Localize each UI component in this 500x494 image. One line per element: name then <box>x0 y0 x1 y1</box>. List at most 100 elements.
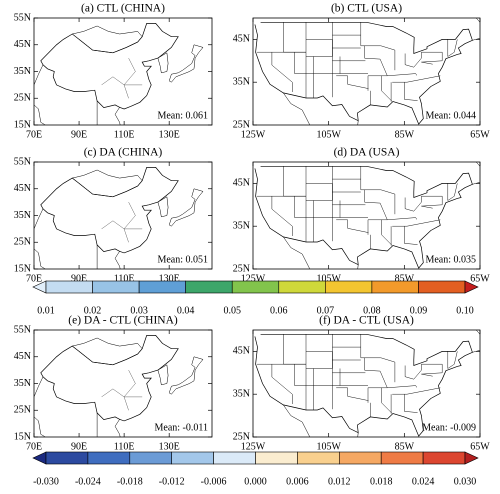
x-tick-label: 125W <box>241 129 266 140</box>
y-tick-label: 45N <box>233 34 250 45</box>
colorbar-label: -0.030 <box>33 476 59 487</box>
y-tick-label: 55N <box>14 156 31 167</box>
province-line <box>123 58 136 99</box>
state-line <box>283 334 307 365</box>
state-line <box>256 363 307 410</box>
colorbar-segment <box>371 280 419 294</box>
y-tick-label: 45N <box>14 183 31 194</box>
state-line <box>364 45 388 91</box>
colorbar-label: -0.024 <box>75 476 101 487</box>
state-line <box>294 52 314 98</box>
x-tick-label: 105W <box>316 129 341 140</box>
state-line <box>387 73 417 77</box>
state-line <box>336 387 369 401</box>
y-tick-label: 25N <box>14 405 31 416</box>
x-tick-label: 90E <box>71 129 87 140</box>
coastline <box>472 18 480 41</box>
colorbar-label: -0.006 <box>201 476 227 487</box>
colorbar-label: 0.018 <box>370 476 393 487</box>
colorbar-segment <box>278 280 326 294</box>
colorbar-label: 0.07 <box>317 305 335 316</box>
colorbar-segment <box>138 280 186 294</box>
y-tick-label: 15N <box>14 119 31 130</box>
state-line <box>360 334 381 359</box>
mean-label: Mean: -0.009 <box>422 422 476 433</box>
y-tick-label: 25N <box>14 93 31 104</box>
x-tick-label: 130E <box>159 273 180 284</box>
country-outline <box>254 333 473 437</box>
colorbar-label: 0.06 <box>270 305 288 316</box>
state-line <box>313 56 341 74</box>
panel-title: (f) DA - CTL (USA) <box>319 315 414 327</box>
state-line <box>404 82 418 101</box>
mean-label: Mean: 0.061 <box>157 110 208 121</box>
state-line <box>313 368 341 386</box>
coastline <box>168 188 204 227</box>
coastline <box>96 412 121 437</box>
state-line <box>404 226 418 245</box>
colorbar-segment <box>185 280 233 294</box>
colorbar-segment <box>418 280 466 294</box>
colorbar-label: 0.024 <box>412 476 435 487</box>
country-outline <box>254 21 473 125</box>
colorbar-segment <box>325 280 373 294</box>
y-tick-label: 15N <box>14 431 31 442</box>
colorbar-label: 0.03 <box>130 305 148 316</box>
colorbar-label: 0.012 <box>328 476 351 487</box>
colorbar-segment <box>129 451 173 465</box>
province-line <box>123 370 136 411</box>
state-line <box>387 385 417 389</box>
province-line <box>101 388 143 398</box>
x-tick-label: 105W <box>316 441 341 452</box>
colorbar-label: 0.01 <box>37 305 55 316</box>
country-outline <box>40 335 179 422</box>
y-tick-label: 45N <box>233 178 250 189</box>
y-tick-label: 25N <box>14 237 31 248</box>
country-outline <box>40 167 179 254</box>
state-line <box>364 357 388 403</box>
y-tick-label: 15N <box>14 263 31 274</box>
state-line <box>387 217 417 221</box>
x-tick-label: 70E <box>26 441 42 452</box>
coastline <box>96 100 121 125</box>
x-tick-label: 85W <box>395 441 415 452</box>
colorbar-segment <box>380 451 424 465</box>
y-tick-label: 55N <box>14 324 31 335</box>
colorbar-label: 0.09 <box>410 305 428 316</box>
coastline <box>283 404 311 437</box>
x-tick-label: 65W <box>470 129 490 140</box>
state-line <box>404 196 422 212</box>
colorbar-segment <box>171 451 214 465</box>
state-line <box>381 219 393 246</box>
colorbar-label: 0.04 <box>177 305 195 316</box>
y-tick-label: 25N <box>233 119 250 130</box>
y-tick-label: 35N <box>14 66 31 77</box>
coastline <box>157 52 169 74</box>
coastline <box>34 208 46 269</box>
coastline <box>34 376 46 437</box>
state-line <box>447 39 458 57</box>
state-line <box>447 183 458 201</box>
mean-label: Mean: -0.011 <box>154 422 208 433</box>
coastline <box>157 196 169 218</box>
x-tick-label: 125W <box>241 441 266 452</box>
state-line <box>271 364 293 404</box>
state-line <box>336 219 369 233</box>
state-line <box>404 394 418 413</box>
x-tick-label: 90E <box>71 441 87 452</box>
state-line <box>421 195 443 209</box>
province-line <box>101 220 143 230</box>
x-tick-label: 130E <box>159 441 180 452</box>
panel-frame <box>252 329 481 438</box>
colorbar-label: -0.018 <box>117 476 143 487</box>
state-line <box>271 196 293 236</box>
y-tick-label: 45N <box>14 39 31 50</box>
state-line <box>381 75 393 102</box>
colorbar-segment <box>231 280 280 294</box>
x-tick-label: 85W <box>395 273 415 284</box>
state-line <box>392 219 441 227</box>
state-line <box>256 51 307 98</box>
panel-title: (b) CTL (USA) <box>331 3 402 15</box>
panel-title: (e) DA - CTL (CHINA) <box>68 315 178 327</box>
province-line <box>101 76 143 86</box>
